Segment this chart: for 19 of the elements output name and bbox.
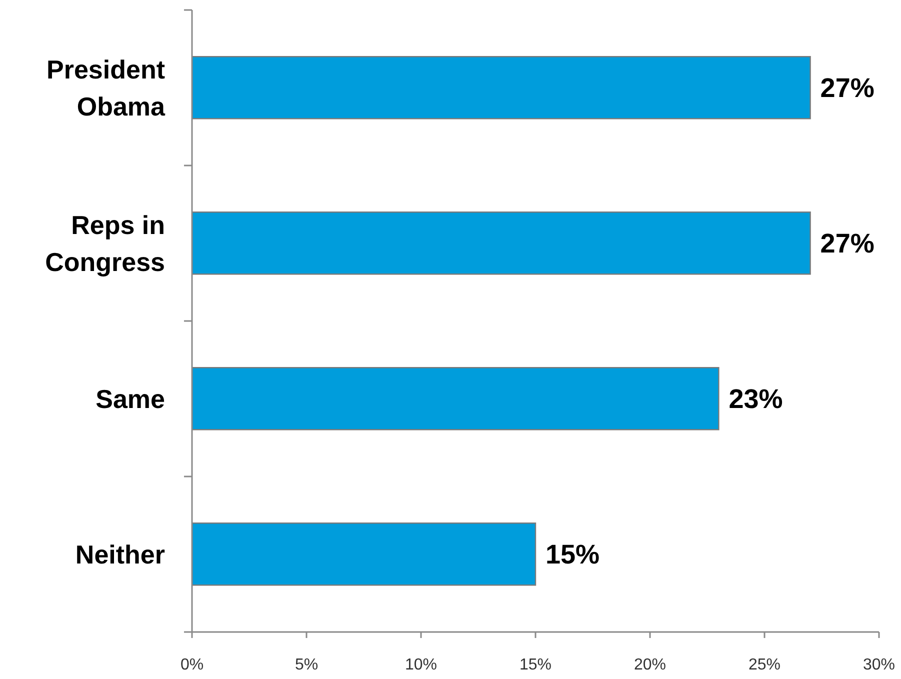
bar (192, 367, 720, 430)
y-tick-label: President Obama (46, 54, 166, 122)
bar (192, 522, 536, 586)
y-tick-label: Reps in Congress (45, 210, 165, 277)
x-tick-label: 10% (404, 656, 438, 674)
data-label: 27% (820, 73, 874, 104)
y-tick-label: Neither (75, 539, 165, 570)
x-tick-label: 15% (519, 656, 552, 674)
x-tick-label: 20% (634, 656, 666, 674)
data-label: 27% (820, 228, 874, 259)
x-tick-label: 0% (180, 656, 204, 674)
x-tick-label: 25% (748, 656, 781, 674)
x-tick-label: 30% (862, 656, 896, 674)
y-tick-label: Same (96, 384, 165, 414)
bar (192, 56, 811, 120)
x-tick-label: 5% (294, 656, 318, 674)
data-label: 15% (546, 540, 600, 570)
data-label: 23% (728, 384, 783, 414)
bar (192, 212, 811, 275)
